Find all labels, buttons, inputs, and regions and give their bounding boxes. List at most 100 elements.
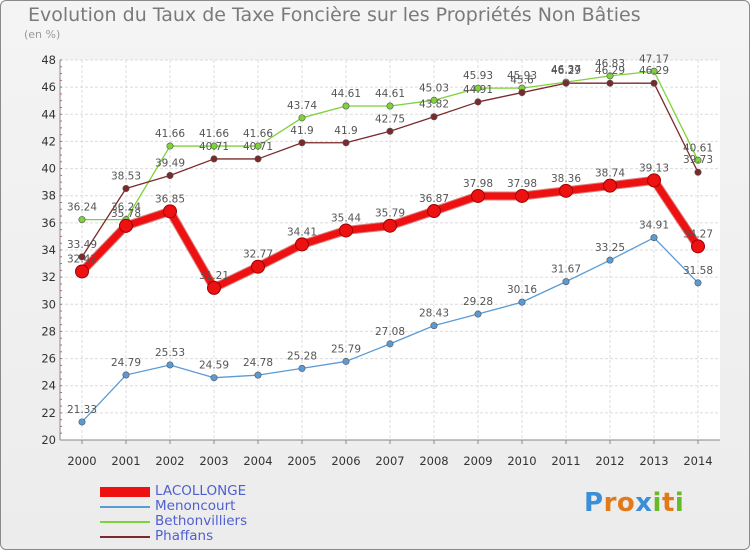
logo-letter: o <box>616 488 636 518</box>
data-label-phaffans: 46.29 <box>595 65 625 77</box>
data-point-menoncourt <box>518 298 526 306</box>
x-tick-label: 2005 <box>287 454 316 468</box>
legend-label: LACOLLONGE <box>155 483 247 499</box>
data-point-lacollonge <box>647 173 661 188</box>
data-point-menoncourt <box>342 357 350 365</box>
data-label-phaffans: 43.82 <box>419 99 449 111</box>
data-point-phaffans <box>606 79 614 87</box>
logo-letter: P <box>584 488 604 518</box>
data-point-menoncourt <box>298 364 306 372</box>
data-label-menoncourt: 21.33 <box>67 404 97 416</box>
x-tick-label: 2004 <box>243 454 272 468</box>
data-label-bethonvilliers: 41.66 <box>199 128 229 140</box>
data-label-phaffans: 44.91 <box>463 84 493 96</box>
x-tick-label: 2001 <box>111 454 140 468</box>
data-label-menoncourt: 34.91 <box>639 220 669 232</box>
legend-swatch <box>100 521 150 523</box>
data-point-bethonvilliers <box>386 102 394 110</box>
logo-letter: i <box>652 488 662 518</box>
data-point-bethonvilliers <box>166 142 174 150</box>
data-label-phaffans: 41.9 <box>334 125 357 137</box>
legend-item: Phaffans <box>100 529 360 544</box>
data-point-lacollonge <box>207 280 221 295</box>
data-point-lacollonge <box>119 218 133 233</box>
legend-swatch <box>100 536 150 538</box>
data-label-bethonvilliers: 46.83 <box>595 58 625 70</box>
data-point-phaffans <box>210 155 218 163</box>
legend-label: Phaffans <box>155 528 214 544</box>
data-label-bethonvilliers: 44.61 <box>375 88 405 100</box>
data-label-lacollonge: 32.77 <box>243 249 273 261</box>
data-label-menoncourt: 31.67 <box>551 264 581 276</box>
data-label-lacollonge: 36.87 <box>419 193 449 205</box>
x-tick-label: 2003 <box>199 454 228 468</box>
data-point-menoncourt <box>386 340 394 348</box>
data-point-phaffans <box>78 253 86 261</box>
data-label-menoncourt: 25.79 <box>331 343 361 355</box>
y-axis-unit: (en %) <box>24 28 61 41</box>
data-point-bethonvilliers <box>342 102 350 110</box>
legend-item: LACOLLONGE <box>100 484 360 499</box>
data-label-bethonvilliers: 45.93 <box>463 70 493 82</box>
y-tick-label: 42 <box>41 134 56 148</box>
data-point-lacollonge <box>75 264 89 279</box>
data-label-menoncourt: 33.25 <box>595 242 625 254</box>
y-tick-label: 46 <box>41 80 56 94</box>
y-tick-label: 38 <box>41 189 56 203</box>
data-point-bethonvilliers <box>254 142 262 150</box>
data-label-menoncourt: 25.28 <box>287 350 317 362</box>
data-point-lacollonge <box>691 239 705 254</box>
data-label-bethonvilliers: 45.03 <box>419 82 449 94</box>
y-tick-label: 40 <box>41 162 56 176</box>
data-label-phaffans: 41.9 <box>290 125 313 137</box>
data-label-menoncourt: 24.79 <box>111 357 141 369</box>
data-point-menoncourt <box>78 418 86 426</box>
data-label-bethonvilliers: 46.37 <box>551 64 581 76</box>
logo-letter: i <box>674 488 685 518</box>
data-point-lacollonge <box>471 188 485 203</box>
data-point-menoncourt <box>606 256 614 264</box>
data-label-lacollonge: 36.85 <box>155 193 185 205</box>
data-label-phaffans: 46.29 <box>551 65 581 77</box>
data-label-phaffans: 39.49 <box>155 157 185 169</box>
proxiti-logo: Proxiti <box>584 488 684 518</box>
data-point-phaffans <box>298 139 306 147</box>
data-label-menoncourt: 31.58 <box>683 265 713 277</box>
data-label-bethonvilliers: 47.17 <box>639 53 669 65</box>
x-tick-label: 2000 <box>67 454 96 468</box>
y-tick-label: 44 <box>41 107 56 121</box>
data-point-phaffans <box>166 171 174 179</box>
data-label-menoncourt: 27.08 <box>375 326 405 338</box>
data-point-lacollonge <box>295 237 309 252</box>
data-point-lacollonge <box>603 178 617 193</box>
data-point-phaffans <box>254 155 262 163</box>
data-point-menoncourt <box>166 361 174 369</box>
data-point-bethonvilliers <box>650 67 658 75</box>
data-label-lacollonge: 38.36 <box>551 173 581 185</box>
data-point-menoncourt <box>430 322 438 330</box>
x-tick-label: 2006 <box>331 454 360 468</box>
data-point-phaffans <box>386 127 394 135</box>
data-label-lacollonge: 35.79 <box>375 208 405 220</box>
data-label-lacollonge: 35.78 <box>111 208 141 220</box>
data-point-lacollonge <box>163 204 177 219</box>
data-point-lacollonge <box>515 188 529 203</box>
legend-label: Menoncourt <box>155 498 236 514</box>
x-tick-label: 2009 <box>463 454 492 468</box>
data-label-menoncourt: 29.28 <box>463 296 493 308</box>
logo-letter: r <box>603 488 617 518</box>
data-point-menoncourt <box>562 278 570 286</box>
data-point-menoncourt <box>254 371 262 379</box>
data-label-phaffans: 46.29 <box>639 65 669 77</box>
y-tick-label: 22 <box>41 406 56 420</box>
data-label-lacollonge: 35.44 <box>331 212 361 224</box>
data-label-phaffans: 40.71 <box>243 141 273 153</box>
x-tick-label: 2011 <box>551 454 580 468</box>
data-point-bethonvilliers <box>474 84 482 92</box>
data-label-bethonvilliers: 44.61 <box>331 88 361 100</box>
data-label-lacollonge: 38.74 <box>595 168 625 180</box>
data-point-phaffans <box>474 98 482 106</box>
x-tick-label: 2013 <box>639 454 668 468</box>
data-label-menoncourt: 24.78 <box>243 357 273 369</box>
data-label-menoncourt: 25.53 <box>155 347 185 359</box>
